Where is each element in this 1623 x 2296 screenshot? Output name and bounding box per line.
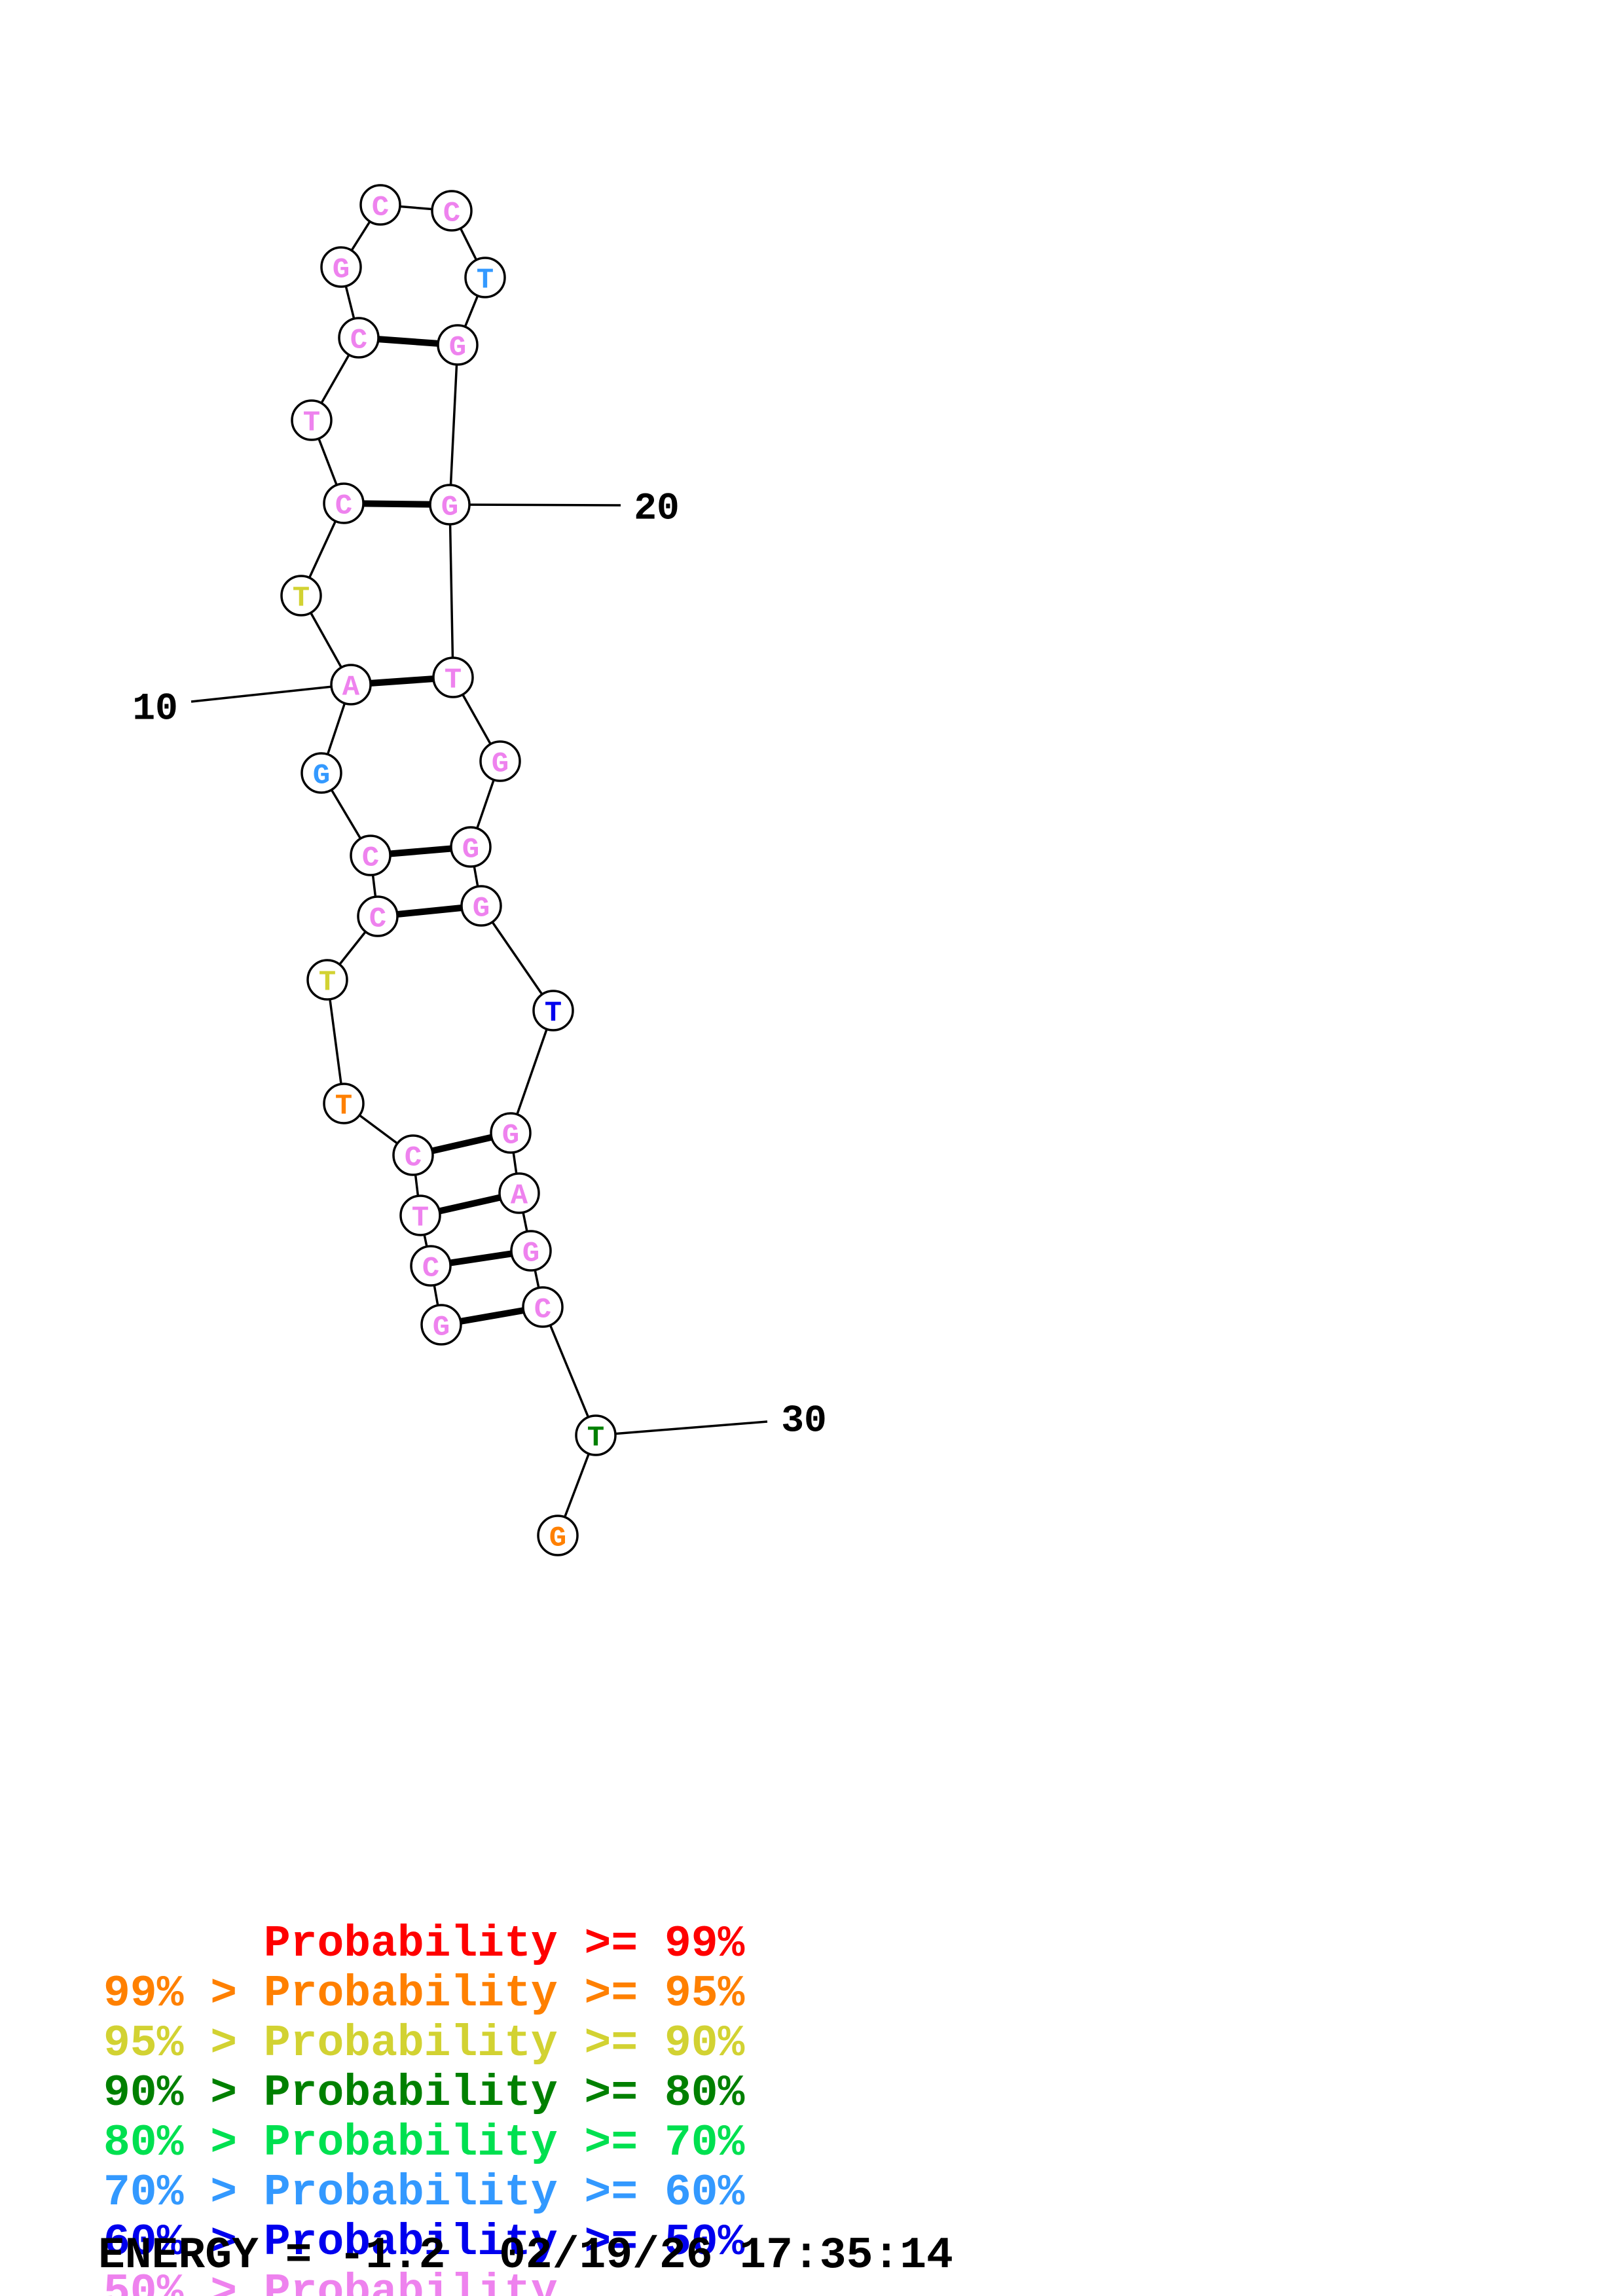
backbone-line [448, 344, 459, 505]
nucleotide-base-1: G [433, 1311, 450, 1344]
nucleotide-base-11: T [293, 582, 310, 615]
nucleotide-base-30: T [587, 1422, 604, 1454]
nucleotide-circle-2 [410, 1245, 452, 1287]
nucleotide-base-4: C [405, 1141, 422, 1174]
nucleotide-circle-1 [420, 1304, 462, 1346]
nucleotide-circle-6 [306, 959, 348, 1001]
nucleotide-circle-8 [350, 834, 392, 876]
nucleotide-base-25: T [545, 997, 562, 1030]
nucleotide-base-19: G [449, 331, 466, 364]
nucleotide-circle-19 [437, 324, 479, 366]
nucleotide-circle-30 [575, 1414, 617, 1456]
nucleotide-base-23: G [462, 833, 479, 866]
probability-legend-rows: Probability >= 99% 99% > Probability >= 9… [103, 1920, 744, 2296]
nucleotide-circle-27 [498, 1172, 540, 1214]
backbone-line [326, 979, 345, 1104]
legend-row-3: 95% > Probability >= 90% [103, 2018, 745, 2069]
nucleotide-circle-5 [323, 1083, 365, 1124]
nucleotide-base-7: C [369, 903, 386, 935]
backbone-line [509, 1010, 555, 1134]
sequence-number-label-10: 10 [132, 688, 178, 730]
nucleotide-base-16: C [372, 191, 389, 224]
nucleotide-circle-10 [330, 664, 372, 706]
nucleotide-circle-31 [537, 1515, 579, 1556]
nucleotide-base-15: G [333, 253, 350, 286]
label-pointer-line [191, 683, 352, 703]
nucleotide-circle-21 [432, 656, 474, 698]
legend-row-1: Probability >= 99% [103, 1919, 745, 1969]
nucleotide-circle-22 [479, 740, 521, 782]
sequence-number-label-20: 20 [634, 488, 680, 530]
nucleotide-circle-4 [392, 1134, 434, 1176]
nucleotide-base-22: G [492, 747, 509, 780]
probability-legend: Probability >= 99% 99% > Probability >= 9… [103, 1820, 744, 2296]
nucleotide-base-8: C [362, 842, 379, 874]
nucleotide-circle-3 [399, 1194, 441, 1236]
energy-readout: ENERGY = -1.2 02/19/26 17:35:14 [98, 2231, 953, 2281]
nucleotide-base-27: A [511, 1179, 528, 1212]
nucleotide-base-10: A [342, 671, 360, 704]
nucleotide-base-9: G [313, 759, 330, 792]
legend-row-5: 80% > Probability >= 70% [103, 2118, 745, 2168]
nucleotide-base-12: C [335, 490, 352, 522]
nucleotide-base-13: T [303, 406, 320, 439]
label-pointer-line [595, 1420, 768, 1437]
nucleotide-base-29: C [534, 1293, 551, 1326]
legend-row-2: 99% > Probability >= 95% [103, 1969, 745, 2019]
nucleotide-base-2: C [422, 1252, 439, 1285]
nucleotide-circle-24 [460, 885, 502, 927]
nucleotide-base-18: T [477, 264, 494, 296]
legend-row-6: 70% > Probability >= 60% [103, 2168, 745, 2218]
nucleotide-base-5: T [335, 1090, 352, 1122]
backbone-line [448, 504, 454, 678]
nucleotide-circle-7 [357, 895, 399, 937]
nucleotide-circle-17 [431, 190, 473, 232]
nucleotide-base-20: G [441, 491, 458, 524]
nucleotide-circle-14 [338, 317, 380, 359]
nucleotide-circle-13 [291, 399, 333, 441]
nucleotide-circle-11 [280, 575, 322, 617]
nucleotide-circle-18 [464, 257, 506, 298]
legend-row-8: 50% > Probability [103, 2267, 558, 2296]
nucleotide-base-28: G [522, 1237, 539, 1270]
nucleotide-base-6: T [319, 966, 336, 999]
nucleotide-circle-26 [490, 1112, 532, 1154]
backbone-line [480, 905, 555, 1011]
nucleotide-circle-25 [532, 990, 574, 1031]
nucleotide-circle-16 [359, 184, 401, 226]
nucleotide-base-26: G [502, 1119, 519, 1152]
nucleotide-base-17: C [443, 197, 460, 230]
nucleotide-circle-12 [323, 482, 365, 524]
nucleotide-base-3: T [412, 1202, 429, 1234]
nucleotide-circle-20 [429, 484, 471, 526]
nucleotide-circle-9 [301, 752, 342, 794]
nucleotide-circle-15 [320, 246, 362, 288]
nucleotide-base-31: G [549, 1522, 566, 1554]
nucleotide-base-14: C [350, 324, 367, 357]
nucleotide-circle-28 [510, 1230, 552, 1272]
nucleotide-base-24: G [473, 892, 490, 925]
nucleotide-circle-23 [450, 826, 492, 868]
legend-row-7: 60% > Probability >= 50% [103, 2217, 745, 2268]
sequence-number-label-30: 30 [781, 1400, 827, 1443]
nucleotide-base-21: T [445, 664, 462, 696]
backbone-line [541, 1306, 597, 1436]
legend-row-4: 90% > Probability >= 80% [103, 2068, 745, 2119]
nucleotide-circle-29 [522, 1286, 564, 1328]
